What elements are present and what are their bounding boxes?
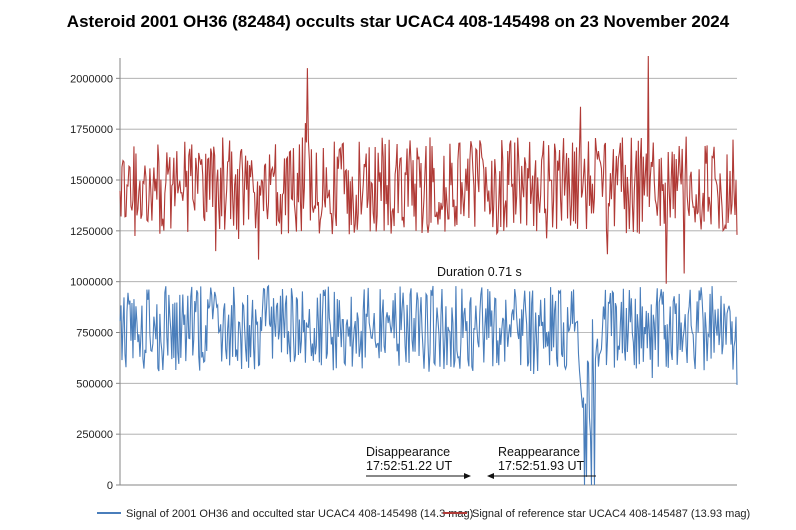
annotation-disappearance-label: Disappearance bbox=[366, 445, 450, 459]
legend-label-blue: Signal of 2001 OH36 and occulted star UC… bbox=[126, 508, 473, 520]
reappearance-arrowhead bbox=[487, 473, 494, 479]
annotation-duration: Duration 0.71 s bbox=[437, 265, 522, 279]
y-tick-label: 250000 bbox=[76, 429, 113, 441]
y-tick-label: 1750000 bbox=[70, 124, 113, 136]
annotation-reappearance-time: 17:52:51.93 UT bbox=[498, 459, 585, 473]
annotation-disappearance-time: 17:52:51.22 UT bbox=[366, 459, 453, 473]
chart-title: Asteroid 2001 OH36 (82484) occults star … bbox=[66, 12, 730, 31]
plot-area bbox=[120, 58, 737, 485]
y-tick-labels: 0 250000 500000 750000 1000000 1250000 1500000… bbox=[70, 73, 120, 492]
disappearance-arrowhead bbox=[464, 473, 471, 479]
annotations: Duration 0.71 s Disappearance 17:52:51.2… bbox=[366, 265, 596, 479]
y-tick-label: 0 bbox=[107, 480, 113, 492]
y-tick-label: 1000000 bbox=[70, 277, 113, 289]
y-tick-label: 1250000 bbox=[70, 226, 113, 238]
series-occulted-star-line bbox=[119, 284, 738, 486]
legend: Signal of 2001 OH36 and occulted star UC… bbox=[97, 508, 750, 520]
series-reference-star-line bbox=[119, 55, 738, 284]
y-tick-label: 500000 bbox=[76, 378, 113, 390]
series-lines bbox=[119, 55, 738, 486]
y-tick-label: 2000000 bbox=[70, 73, 113, 85]
annotation-reappearance-label: Reappearance bbox=[498, 445, 580, 459]
legend-label-red: Signal of reference star UCAC4 408-14548… bbox=[472, 508, 750, 520]
y-tick-label: 750000 bbox=[76, 328, 113, 340]
y-tick-label: 1500000 bbox=[70, 175, 113, 187]
